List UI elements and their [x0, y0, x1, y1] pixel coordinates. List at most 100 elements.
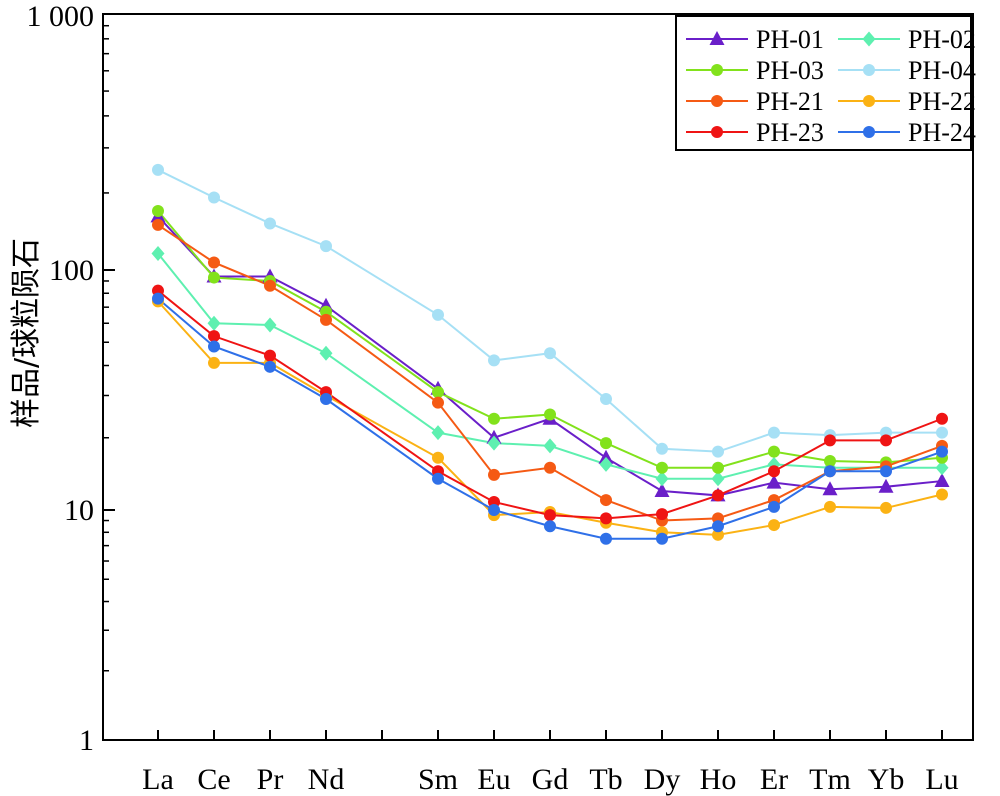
x-tick-label-eu: Eu: [477, 763, 510, 796]
data-point-ph-04-pr: [264, 217, 276, 230]
data-point-ph-03-ce: [208, 271, 220, 284]
legend: PH-01 PH-02 PH-03 PH-04 PH-21 PH-22 PH-23 PH-24: [675, 15, 976, 151]
data-point-ph-21-ce: [208, 256, 220, 269]
data-point-ph-04-la: [152, 163, 164, 176]
data-point-ph-01-lu: [934, 473, 950, 488]
x-tick-label-pr: Pr: [257, 763, 284, 796]
series-line-ph-02: [157, 252, 942, 480]
data-point-ph-23-lu: [936, 412, 948, 425]
data-point-ph-21-nd: [320, 313, 332, 326]
legend-label-ph-03: PH-03: [756, 56, 824, 85]
data-point-ph-23-pr: [264, 349, 276, 362]
legend-marker-ph-21: [711, 95, 723, 107]
legend-label-ph-24: PH-24: [908, 118, 976, 147]
data-point-ph-22-sm: [432, 451, 444, 464]
x-tick-label-sm: Sm: [418, 763, 458, 796]
data-point-ph-21-pr: [264, 279, 276, 292]
data-point-ph-02-dy: [655, 471, 669, 487]
x-tick-label-lu: Lu: [925, 763, 958, 796]
legend-label-ph-02: PH-02: [908, 25, 976, 54]
series-line-ph-24: [157, 297, 943, 540]
legend-label-ph-22: PH-22: [908, 87, 976, 116]
data-point-ph-02-ce: [207, 315, 221, 331]
y-tick-label: 100: [49, 254, 94, 287]
data-point-ph-02-nd: [319, 345, 333, 361]
x-axis: La Ce Pr Nd Sm Eu Gd Tb Dy Ho Er Tm Yb Lu: [142, 730, 959, 796]
y-tick-label: 1 000: [27, 0, 95, 33]
legend-label-ph-21: PH-21: [756, 87, 824, 116]
data-point-ph-04-ce: [208, 191, 220, 204]
legend-marker-ph-01: [709, 31, 725, 45]
data-point-ph-24-pr: [264, 360, 276, 373]
data-point-ph-24-ho: [712, 520, 724, 533]
legend-marker-ph-24: [863, 126, 875, 138]
data-point-ph-22-ce: [208, 356, 220, 369]
legend-marker-ph-02: [862, 31, 876, 47]
data-point-ph-04-gd: [544, 347, 556, 360]
x-tick-label-ce: Ce: [197, 763, 230, 796]
data-point-ph-24-tb: [600, 532, 612, 545]
data-point-ph-01-tm: [822, 481, 838, 496]
x-tick-label-tm: Tm: [809, 763, 851, 796]
data-point-ph-02-sm: [431, 425, 445, 441]
data-point-ph-03-eu: [488, 412, 500, 425]
legend-marker-ph-03: [711, 64, 723, 76]
data-point-ph-04-nd: [320, 240, 332, 253]
data-point-ph-24-nd: [320, 393, 332, 406]
series-lines: [157, 169, 943, 540]
data-point-ph-24-lu: [936, 445, 948, 458]
data-point-ph-04-dy: [656, 442, 668, 455]
data-point-ph-02-tb: [599, 456, 613, 472]
series-line-ph-04: [157, 169, 942, 453]
data-point-ph-03-tm: [824, 455, 836, 468]
data-point-ph-24-tm: [824, 465, 836, 478]
data-point-ph-02-pr: [263, 317, 277, 333]
legend-marker-ph-23: [711, 126, 723, 138]
data-point-ph-03-gd: [544, 408, 556, 421]
data-point-ph-04-eu: [488, 354, 500, 367]
data-point-ph-22-ho: [712, 528, 724, 541]
data-point-ph-02-la: [151, 245, 165, 261]
data-point-ph-22-yb: [880, 501, 892, 514]
data-point-ph-02-lu: [935, 460, 949, 476]
data-point-ph-22-lu: [936, 488, 948, 501]
x-tick-label-ho: Ho: [700, 763, 737, 796]
data-point-ph-04-sm: [432, 308, 444, 321]
y-axis-title: 样品/球粒陨石: [9, 238, 44, 428]
series-line-ph-23: [157, 289, 943, 520]
x-tick-label-yb: Yb: [868, 763, 905, 796]
series-line-ph-01: [157, 215, 943, 497]
data-point-ph-24-eu: [488, 504, 500, 516]
data-point-ph-01-tb: [598, 449, 614, 464]
series-line-ph-21: [157, 224, 943, 522]
data-point-ph-03-tb: [600, 437, 612, 450]
data-point-ph-23-ho: [712, 489, 724, 502]
data-point-ph-23-er: [768, 465, 780, 478]
x-tick-label-nd: Nd: [308, 763, 345, 796]
data-point-ph-04-ho: [712, 445, 724, 458]
y-axis: 1 10 100 1 000: [27, 0, 115, 757]
data-point-ph-04-tb: [600, 393, 612, 406]
x-tick-label-tb: Tb: [589, 763, 622, 796]
data-point-ph-21-sm: [432, 396, 444, 409]
y-tick-label: 10: [64, 494, 94, 527]
data-point-ph-01-er: [766, 474, 782, 489]
data-point-ph-03-er: [768, 445, 780, 458]
data-point-ph-23-dy: [656, 508, 668, 521]
data-point-ph-23-ce: [208, 330, 220, 343]
data-point-ph-03-ho: [712, 461, 724, 474]
data-point-ph-02-gd: [543, 438, 557, 454]
data-point-ph-03-dy: [656, 461, 668, 474]
data-point-ph-03-sm: [432, 386, 444, 399]
data-point-ph-24-yb: [880, 465, 892, 478]
data-point-ph-24-dy: [656, 532, 668, 545]
data-point-ph-24-er: [768, 500, 780, 513]
legend-label-ph-01: PH-01: [756, 25, 824, 54]
legend-marker-ph-22: [863, 95, 875, 107]
data-point-ph-21-gd: [544, 461, 556, 474]
data-point-ph-01-yb: [878, 478, 894, 493]
x-tick-label-gd: Gd: [532, 763, 569, 796]
legend-label-ph-04: PH-04: [908, 56, 976, 85]
data-point-ph-01-dy: [654, 482, 670, 497]
